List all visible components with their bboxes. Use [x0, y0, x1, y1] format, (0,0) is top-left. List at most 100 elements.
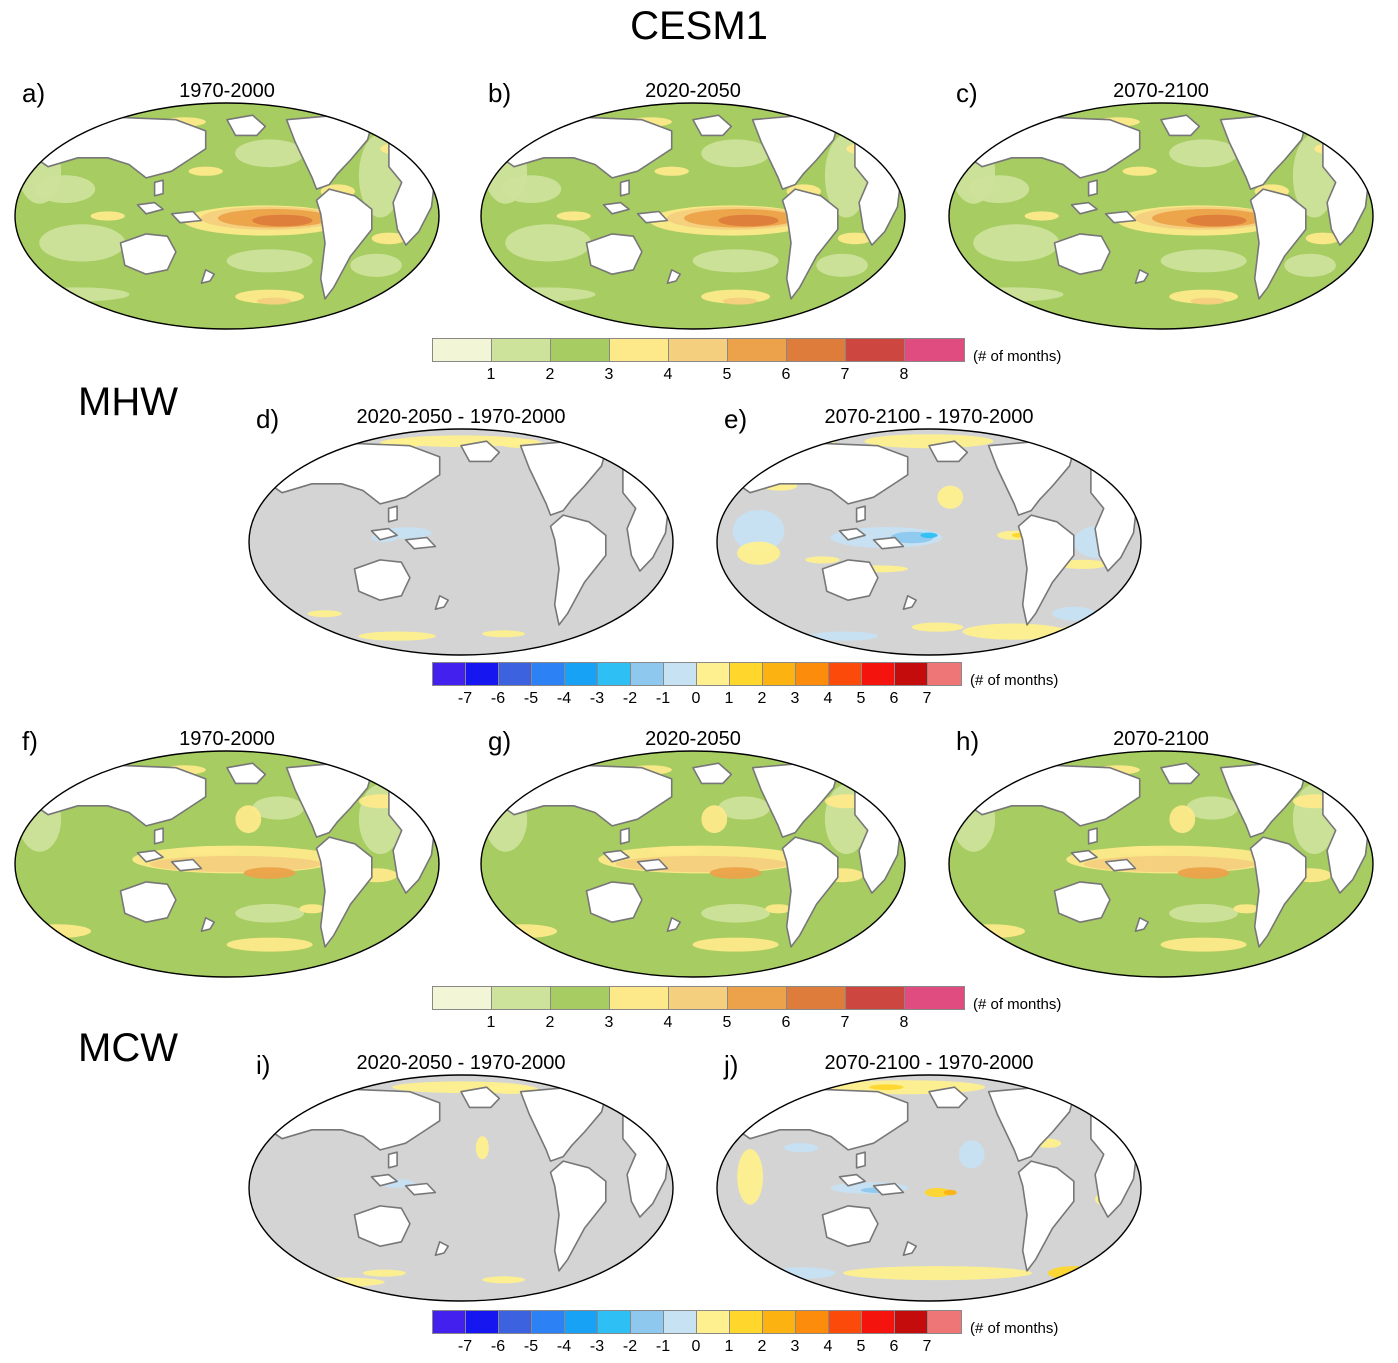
colorbar-tick-label: 0 — [691, 1338, 701, 1355]
anomaly-region — [188, 166, 223, 176]
colorbar-boxes — [432, 986, 965, 1010]
anomaly-region — [26, 110, 70, 120]
panel-i: i) 2020-2050 - 1970-2000 — [246, 1048, 676, 1302]
map-diff — [716, 1074, 1142, 1302]
colorbar-tick-label: 1 — [486, 1014, 496, 1031]
landmass — [1134, 269, 1149, 284]
landmass — [928, 440, 969, 463]
anomaly-region — [505, 224, 592, 262]
colorbar-swatch — [466, 1311, 499, 1333]
colorbar-swatch — [499, 1311, 532, 1333]
landmass — [353, 1205, 411, 1247]
anomaly-region — [1122, 166, 1157, 176]
colorbar-swatch — [433, 663, 466, 685]
anomaly-region — [1118, 846, 1170, 856]
anomaly-region — [358, 631, 436, 641]
colorbar-tick-label: 5 — [722, 1014, 732, 1031]
anomaly-region — [701, 139, 770, 168]
anomaly-region — [256, 297, 292, 305]
landmass — [845, 112, 873, 132]
anomaly-region — [784, 1143, 819, 1153]
anomaly-region — [837, 232, 873, 245]
panel-title: 2020-2050 - 1970-2000 — [356, 1052, 566, 1074]
colorbar-swatch — [846, 987, 905, 1009]
colorbar-swatch — [598, 1311, 631, 1333]
panel-letter: a) — [22, 78, 46, 108]
map-abs — [948, 102, 1374, 330]
colorbar-swatch — [631, 663, 664, 685]
landmass — [370, 1173, 398, 1187]
anomaly-region — [184, 846, 236, 856]
map-border — [248, 428, 674, 656]
panel-title: 2020-2050 — [645, 728, 741, 750]
panel-letter: h) — [956, 726, 980, 756]
anomaly-region — [864, 434, 994, 449]
anomaly-region — [1024, 211, 1059, 221]
colorbar-boxes — [432, 662, 962, 686]
landmass — [153, 827, 164, 845]
colorbar-swatch — [895, 1311, 928, 1333]
panel-f: f) 1970-2000 — [12, 724, 442, 978]
colorbar-tick-label: 7 — [922, 1338, 932, 1355]
colorbar-swatch — [433, 987, 492, 1009]
colorbar-tick-label: 2 — [545, 1014, 555, 1031]
landmass — [21, 769, 45, 803]
panel-title: 1970-2000 — [179, 728, 275, 750]
landmass — [1053, 233, 1111, 275]
panel-title: 1970-2000 — [179, 80, 275, 102]
ocean-field — [249, 1075, 673, 1301]
landmass — [619, 827, 630, 845]
landmass — [619, 179, 630, 197]
colorbar-tick-label: 4 — [663, 366, 673, 383]
panel-e: e) 2070-2100 - 1970-2000 — [714, 402, 1144, 656]
colorbar-swatch — [565, 663, 598, 685]
anomaly-region — [737, 1149, 763, 1205]
colorbar-swatch — [631, 1311, 664, 1333]
colorbar-unit-label: (# of months) — [973, 996, 1062, 1013]
landmass — [585, 881, 643, 923]
anomaly-region — [362, 1269, 406, 1277]
anomaly-region — [692, 249, 779, 273]
colorbar-tick-label: 2 — [757, 690, 767, 707]
anomaly-region — [18, 786, 62, 852]
anomaly-region — [766, 1267, 836, 1279]
anomaly-region — [958, 1140, 985, 1169]
colorbar-swatch — [598, 663, 631, 685]
colorbar-swatch — [787, 339, 846, 361]
colorbar-swatch — [728, 987, 787, 1009]
colorbar-unit-label: (# of months) — [970, 1320, 1059, 1337]
anomaly-region — [960, 758, 1004, 768]
anomaly-region — [765, 904, 792, 914]
panel-title: 2070-2100 - 1970-2000 — [824, 406, 1034, 428]
anomaly-region — [911, 622, 964, 632]
panel-letter: c) — [956, 78, 978, 108]
colorbar-swatch — [905, 339, 964, 361]
landmass — [666, 917, 681, 932]
colorbar-tick-label: -7 — [457, 690, 473, 707]
landmass — [1160, 762, 1201, 785]
landmass — [487, 121, 511, 155]
anomaly-region — [1284, 253, 1336, 277]
colorbar-swatch — [492, 987, 551, 1009]
landmass — [353, 559, 411, 601]
anomaly-region — [1186, 796, 1238, 820]
anomaly-region — [937, 485, 964, 509]
landmass — [226, 114, 267, 137]
anomaly-region — [307, 610, 342, 618]
colorbar-swatch — [763, 1311, 796, 1333]
colorbar-tick-label: -1 — [655, 690, 671, 707]
landmass — [781, 836, 839, 948]
colorbar-tick-label: 2 — [757, 1338, 767, 1355]
landmass — [379, 112, 407, 132]
colorbar-tick-label: 5 — [856, 690, 866, 707]
landmass — [636, 210, 669, 224]
anomaly-region — [350, 253, 402, 277]
landmass — [379, 760, 407, 780]
colorbar-swatch — [551, 987, 610, 1009]
anomaly-region — [732, 509, 785, 552]
anomaly-region — [226, 937, 313, 952]
colorbar-swatch — [730, 1311, 763, 1333]
colorbar-tick-label: -2 — [622, 690, 638, 707]
landmass — [200, 917, 215, 932]
colorbar-swatch — [532, 663, 565, 685]
